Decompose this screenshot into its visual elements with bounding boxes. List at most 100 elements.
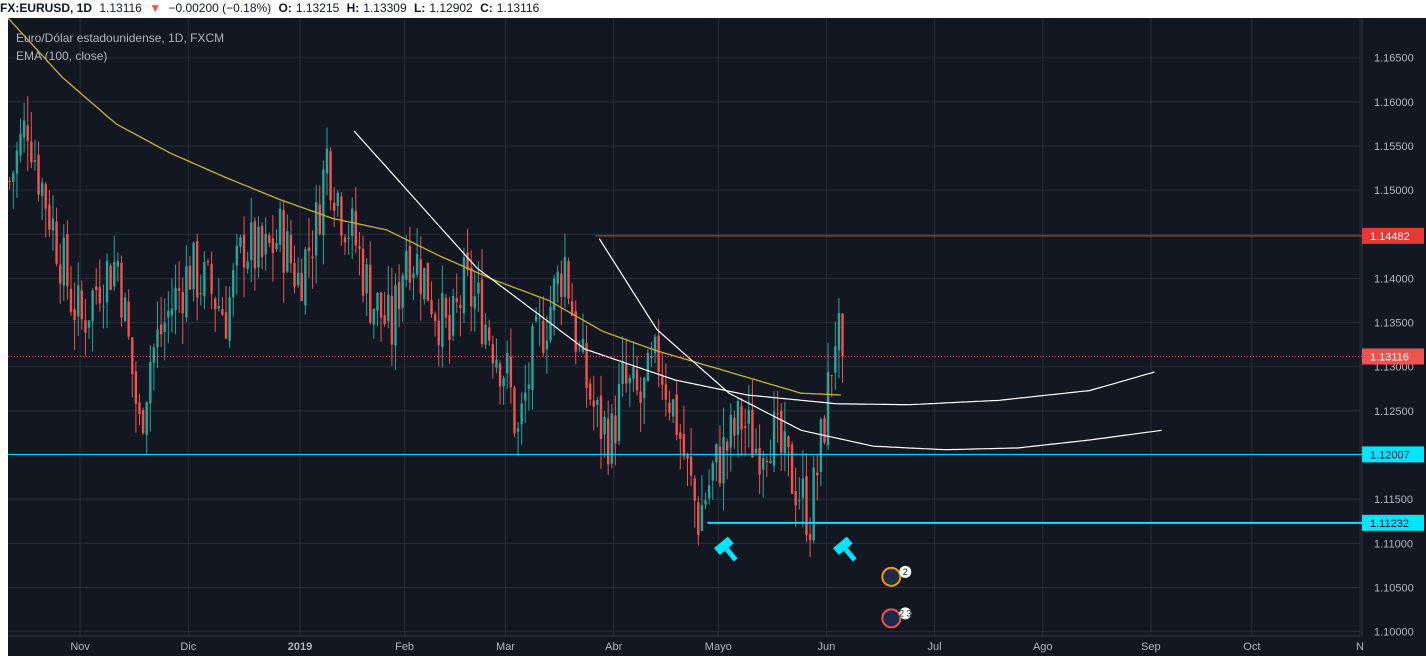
candle-body bbox=[336, 192, 339, 206]
candle-body bbox=[448, 315, 451, 340]
candle-body bbox=[610, 413, 613, 464]
price-tick-label: 1.11000 bbox=[1374, 538, 1413, 550]
candle-body bbox=[206, 261, 210, 263]
candle-body bbox=[441, 292, 444, 347]
chart-area[interactable]: 1.165001.160001.155001.150001.145001.140… bbox=[8, 18, 1426, 656]
candle-body bbox=[203, 261, 206, 297]
candle-body bbox=[224, 312, 228, 339]
hammer-marker-1-icon bbox=[714, 536, 738, 562]
last-price-label-box bbox=[1362, 348, 1424, 365]
indicator-label[interactable]: EMA (100, close) bbox=[16, 49, 108, 63]
candle-body bbox=[754, 448, 758, 453]
time-tick-label: Nov bbox=[70, 641, 90, 653]
candle-body bbox=[185, 266, 188, 318]
candle-body bbox=[437, 320, 440, 345]
candle-body bbox=[282, 210, 285, 273]
symbol-label[interactable]: FX:EURUSD, 1D bbox=[0, 1, 93, 15]
candle-body bbox=[314, 202, 318, 256]
candle-body bbox=[491, 344, 495, 364]
candle-body bbox=[361, 248, 365, 296]
price-tick-label: 1.11500 bbox=[1374, 494, 1413, 506]
candle-body bbox=[502, 378, 505, 387]
candle-body bbox=[552, 278, 556, 311]
candle-body bbox=[524, 392, 527, 401]
candle-body bbox=[91, 290, 94, 321]
candle-body bbox=[246, 261, 249, 269]
candle-body bbox=[62, 237, 65, 286]
candle-body bbox=[311, 256, 314, 259]
price-tick-label: 1.16000 bbox=[1374, 97, 1414, 109]
candle-body bbox=[51, 218, 55, 231]
candle-body bbox=[105, 260, 109, 303]
ema-line bbox=[8, 18, 841, 396]
candle-body bbox=[58, 264, 62, 284]
time-tick-label: Ago bbox=[1033, 641, 1053, 653]
price-chart[interactable]: 1.165001.160001.155001.150001.145001.140… bbox=[8, 18, 1426, 656]
candle-body bbox=[477, 282, 480, 294]
candle-body bbox=[625, 364, 628, 384]
candle-body bbox=[343, 237, 347, 243]
candle-body bbox=[412, 273, 415, 278]
candle-body bbox=[318, 204, 321, 234]
candle-body bbox=[80, 290, 84, 319]
candle-body bbox=[643, 377, 646, 399]
candle-body bbox=[134, 371, 138, 404]
candle-body bbox=[498, 363, 502, 387]
price-tick-label: 1.10500 bbox=[1374, 582, 1414, 594]
candle-body bbox=[509, 356, 513, 388]
candle-body bbox=[426, 262, 430, 301]
arc-inner bbox=[598, 238, 1162, 451]
candle-body bbox=[19, 133, 22, 156]
candle-body bbox=[228, 297, 231, 341]
price-tick-label: 1.15000 bbox=[1374, 185, 1414, 197]
candle-body bbox=[210, 263, 213, 294]
candle-body bbox=[451, 296, 455, 336]
candle-body bbox=[794, 490, 797, 506]
candle-body bbox=[826, 372, 830, 446]
candle-body bbox=[830, 375, 833, 377]
candle-body bbox=[693, 478, 696, 501]
candle-body bbox=[570, 301, 574, 317]
candle-body bbox=[480, 279, 484, 345]
candle-body bbox=[325, 148, 329, 174]
candle-body bbox=[383, 315, 386, 325]
candle-body bbox=[606, 418, 610, 465]
candle-body bbox=[113, 261, 116, 287]
candle-body bbox=[657, 335, 660, 372]
candle-body bbox=[163, 322, 166, 333]
candle-body bbox=[783, 431, 787, 454]
candle-body bbox=[841, 313, 844, 357]
candle-body bbox=[174, 287, 177, 311]
last-price-label: 1.13116 bbox=[1370, 351, 1409, 363]
low-label: L: bbox=[414, 1, 426, 15]
candle-body bbox=[747, 409, 750, 424]
candle-body bbox=[22, 120, 26, 138]
candle-body bbox=[725, 441, 729, 451]
candle-body bbox=[55, 221, 58, 264]
us-event-badge-bg bbox=[899, 607, 912, 620]
candle-body bbox=[40, 182, 44, 197]
candle-body bbox=[455, 298, 458, 303]
candle-body bbox=[116, 261, 120, 267]
candle-body bbox=[823, 418, 826, 443]
candle-body bbox=[567, 261, 570, 299]
candle-body bbox=[675, 394, 678, 435]
candle-body bbox=[560, 273, 563, 297]
bottom-strip bbox=[0, 656, 1426, 662]
candle-body bbox=[664, 384, 668, 400]
support-upper-label: 1.12007 bbox=[1370, 449, 1410, 461]
time-tick-label: Jul bbox=[928, 641, 942, 653]
support-upper-label-box bbox=[1362, 446, 1424, 463]
candle-body bbox=[740, 406, 743, 430]
eu-event-badge: 2 bbox=[903, 567, 908, 577]
price-tick-label: 1.15500 bbox=[1374, 141, 1414, 153]
candle-body bbox=[621, 360, 624, 384]
candle-body bbox=[466, 252, 469, 270]
time-tick-label: Feb bbox=[395, 641, 414, 653]
candle-body bbox=[433, 314, 437, 322]
candle-body bbox=[358, 246, 361, 249]
candle-body bbox=[697, 502, 700, 536]
candle-body bbox=[707, 485, 711, 499]
open-value: 1.13215 bbox=[295, 1, 340, 15]
candle-body bbox=[473, 296, 476, 309]
